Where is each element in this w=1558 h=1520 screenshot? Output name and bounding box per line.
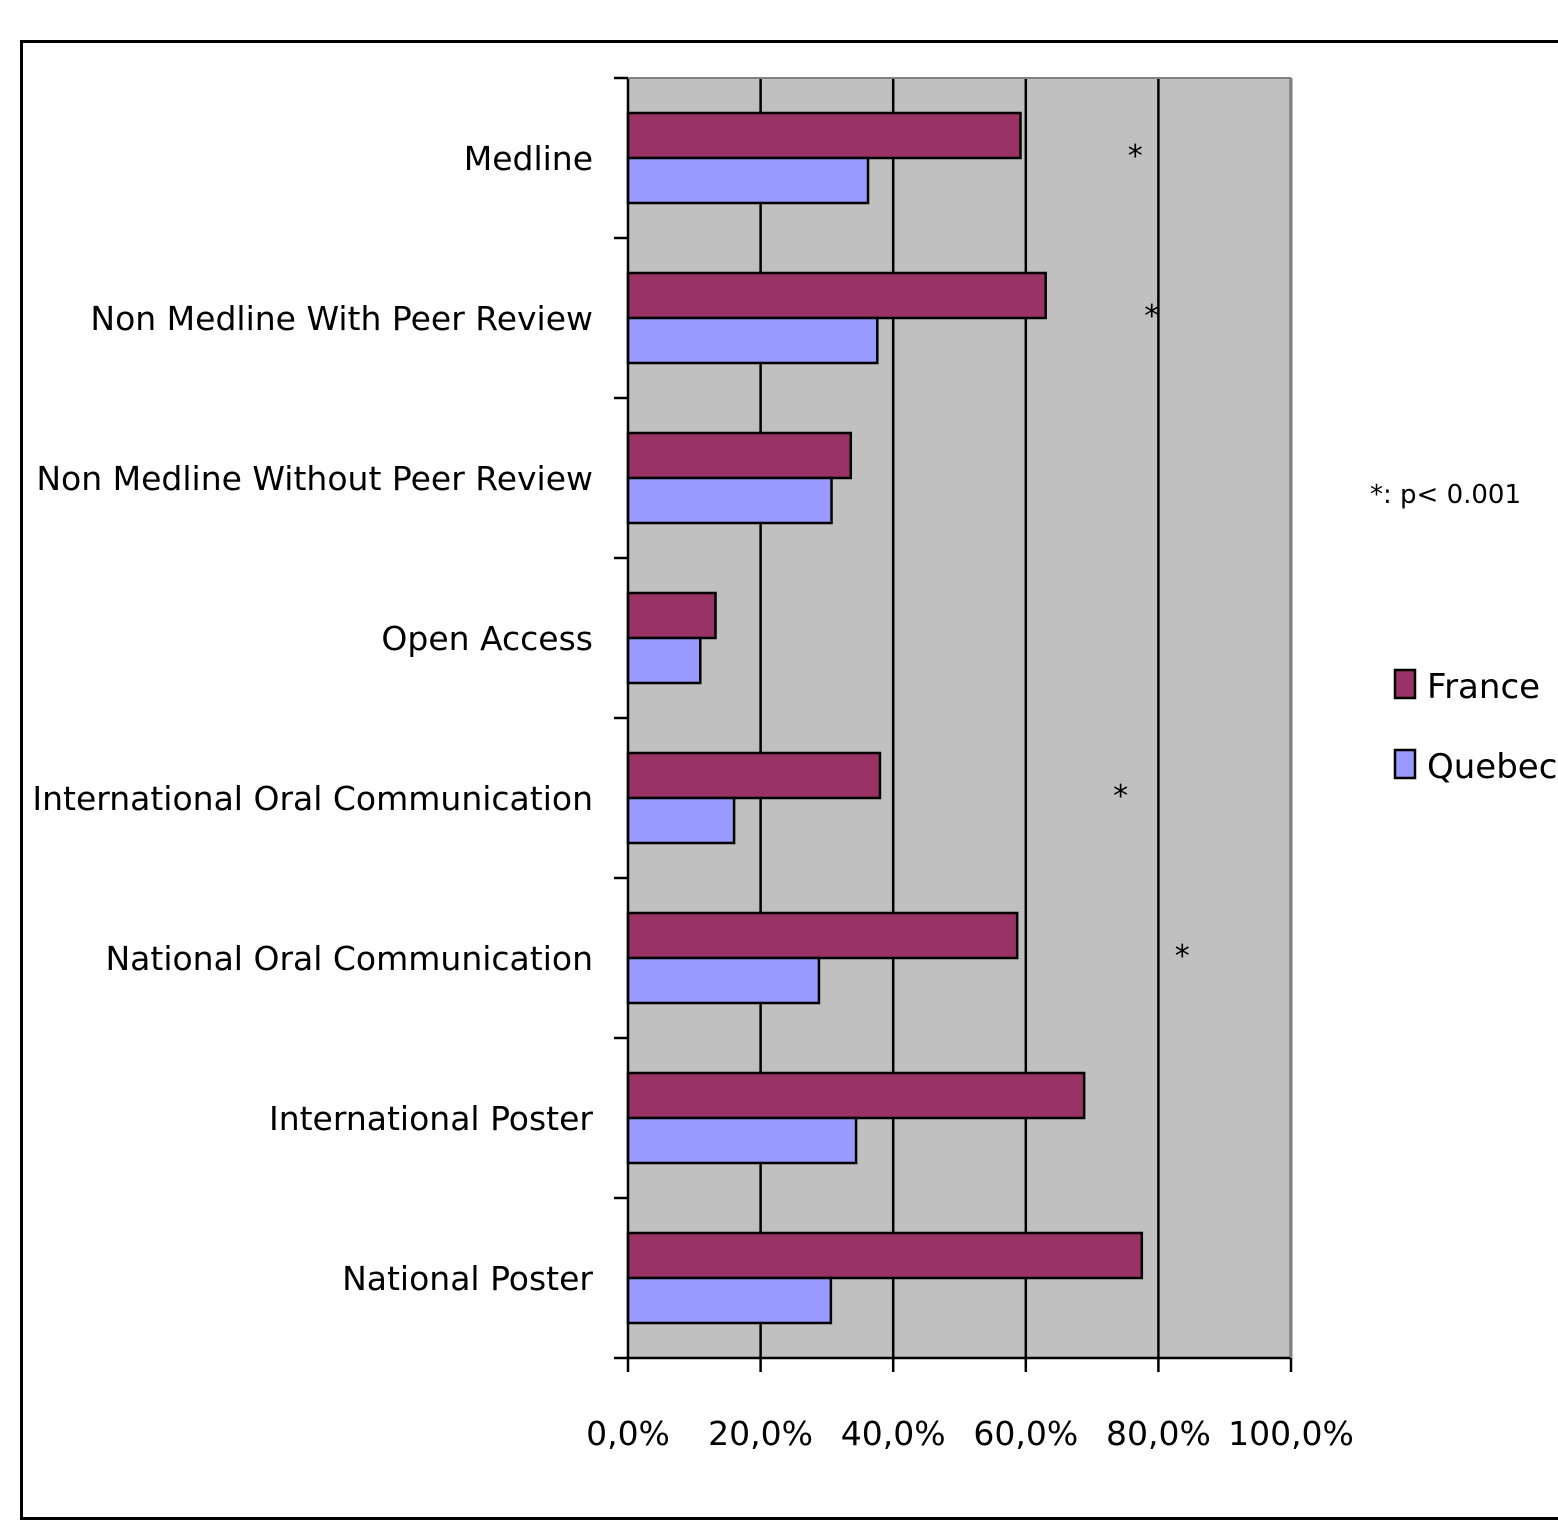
bar-france-international-poster — [626, 1071, 1086, 1120]
category-label-national-poster: National Poster — [342, 1259, 593, 1298]
plot-area — [628, 78, 1291, 1358]
legend-swatch-france — [1393, 668, 1417, 700]
x-tick-label: 80,0% — [1106, 1414, 1211, 1453]
significance-note: *: p< 0.001 — [1370, 480, 1521, 510]
axes — [614, 76, 1293, 1372]
bar-france-international-oral-communication — [626, 751, 882, 800]
x-tick-label: 60,0% — [973, 1414, 1078, 1453]
bar-chart: Medline Non Medline With Peer Review Non M… — [32, 76, 1557, 1453]
category-label-national-oral-communication: National Oral Communication — [105, 939, 593, 978]
bar-quebec-international-poster — [626, 1116, 858, 1165]
bar-quebec-medline — [626, 156, 870, 205]
bar-france-national-oral-communication — [626, 911, 1019, 960]
category-label-medline: Medline — [464, 139, 593, 178]
x-tick-label: 100,0% — [1228, 1414, 1354, 1453]
x-tick-labels: 0,0% 20,0% 40,0% 60,0% 80,0% 100,0% — [586, 1414, 1354, 1453]
category-label-open-access: Open Access — [381, 619, 593, 658]
significance-star-medline: * — [1128, 139, 1143, 174]
bar-france-medline — [626, 111, 1022, 160]
category-label-non-medline-with-peer-review: Non Medline With Peer Review — [90, 299, 593, 338]
significance-star-international-oral-communication: * — [1113, 779, 1128, 814]
bar-france-non-medline-without-peer-review — [626, 431, 853, 480]
legend: France Quebec — [1393, 667, 1557, 787]
bar-france-open-access — [626, 591, 717, 640]
category-label-international-oral-communication: International Oral Communication — [32, 779, 593, 818]
x-tick-label: 20,0% — [708, 1414, 813, 1453]
significance-star-non-medline-with-peer-review: * — [1144, 299, 1159, 334]
legend-label-quebec: Quebec — [1427, 747, 1557, 787]
bar-quebec-national-poster — [626, 1276, 833, 1325]
bar-quebec-international-oral-communication — [626, 796, 736, 845]
category-label-international-poster: International Poster — [269, 1099, 593, 1138]
x-tick-label: 0,0% — [586, 1414, 670, 1453]
legend-label-france: France — [1427, 667, 1540, 707]
bar-quebec-non-medline-without-peer-review — [626, 476, 833, 525]
bar-france-national-poster — [626, 1231, 1144, 1280]
x-tick-label: 40,0% — [841, 1414, 946, 1453]
legend-swatch-quebec — [1393, 748, 1417, 780]
bars — [626, 111, 1144, 1325]
significance-star-national-oral-communication: * — [1175, 939, 1190, 974]
category-labels: Medline Non Medline With Peer Review Non M… — [32, 139, 593, 1298]
significance-markers: * * * * — [1113, 139, 1190, 974]
bar-quebec-non-medline-with-peer-review — [626, 316, 879, 365]
bar-france-non-medline-with-peer-review — [626, 271, 1047, 320]
category-label-non-medline-without-peer-review: Non Medline Without Peer Review — [36, 459, 593, 498]
bar-quebec-national-oral-communication — [626, 956, 821, 1005]
bar-quebec-open-access — [626, 636, 702, 685]
